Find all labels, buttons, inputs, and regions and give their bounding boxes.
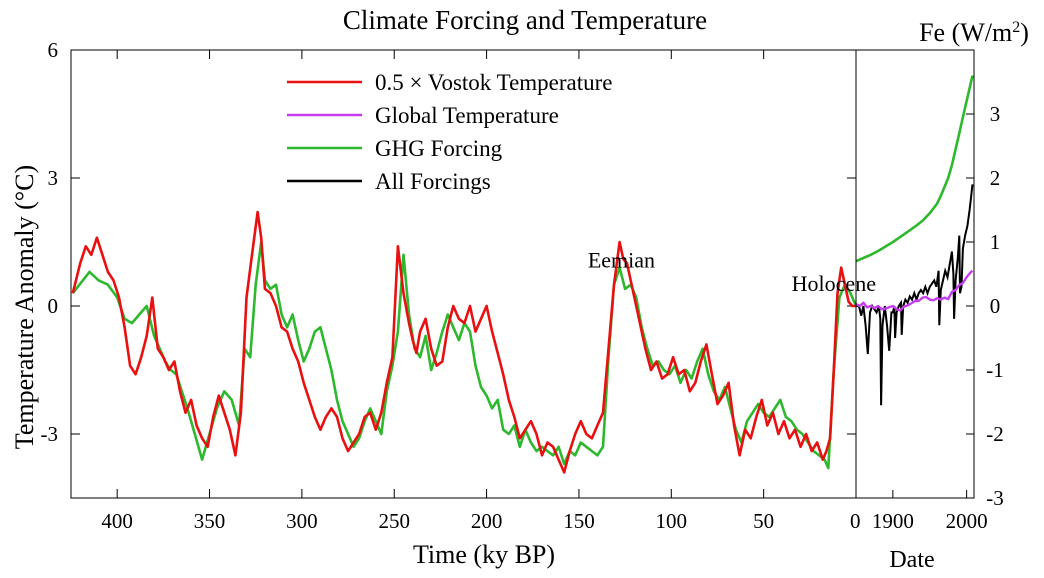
right-x-tick-label: 1900 (872, 509, 914, 533)
right-x-tick-label: 2000 (946, 509, 988, 533)
left-y-tick-label: 3 (48, 166, 59, 190)
left-x-tick-label: 150 (563, 509, 595, 533)
legend-label: Global Temperature (375, 103, 559, 128)
left-y-tick-label: 0 (48, 294, 59, 318)
left-x-tick-label: 350 (194, 509, 226, 533)
global-temperature-line (855, 269, 974, 312)
right-y-tick-label: -1 (986, 358, 1004, 382)
plot-frame (70, 49, 975, 499)
left-x-tick-label: 100 (656, 509, 688, 533)
right-y-tick-label: 1 (990, 230, 1001, 254)
annotation-eemian: Eemian (588, 248, 655, 273)
legend-label: 0.5 × Vostok Temperature (375, 70, 613, 95)
left-x-tick-label: 250 (378, 509, 410, 533)
right-y-tick-label: 3 (990, 102, 1001, 126)
right-y-tick-label: 0 (990, 294, 1001, 318)
x-axis-label-left: Time (ky BP) (413, 540, 555, 569)
left-x-tick-label: 300 (286, 509, 318, 533)
right-y-tick-label: 2 (990, 166, 1001, 190)
ghg-forcing-line-left (71, 240, 858, 470)
ghg-forcing-line-right (855, 75, 974, 263)
left-x-tick-label: 0 (850, 509, 861, 533)
legend-label: All Forcings (375, 169, 491, 194)
left-x-tick-label: 50 (753, 509, 774, 533)
chart-title: Climate Forcing and Temperature (343, 5, 707, 35)
left-y-tick-label: -3 (41, 422, 59, 446)
left-x-tick-label: 400 (101, 509, 133, 533)
right-y-tick-label: -2 (986, 422, 1004, 446)
left-x-tick-label: 200 (471, 509, 503, 533)
right-y-tick-label: -3 (986, 486, 1004, 510)
left-y-tick-label: 6 (48, 38, 59, 62)
vostok-temperature-line (71, 210, 856, 474)
y-axis-label: Temperature Anomaly (°C) (10, 165, 39, 449)
annotation-holocene: Holocene (792, 271, 876, 296)
x-axis-label-right: Date (889, 547, 934, 573)
legend-label: GHG Forcing (375, 136, 503, 161)
right-axis-title: Fe (W/m2) (919, 18, 1029, 47)
